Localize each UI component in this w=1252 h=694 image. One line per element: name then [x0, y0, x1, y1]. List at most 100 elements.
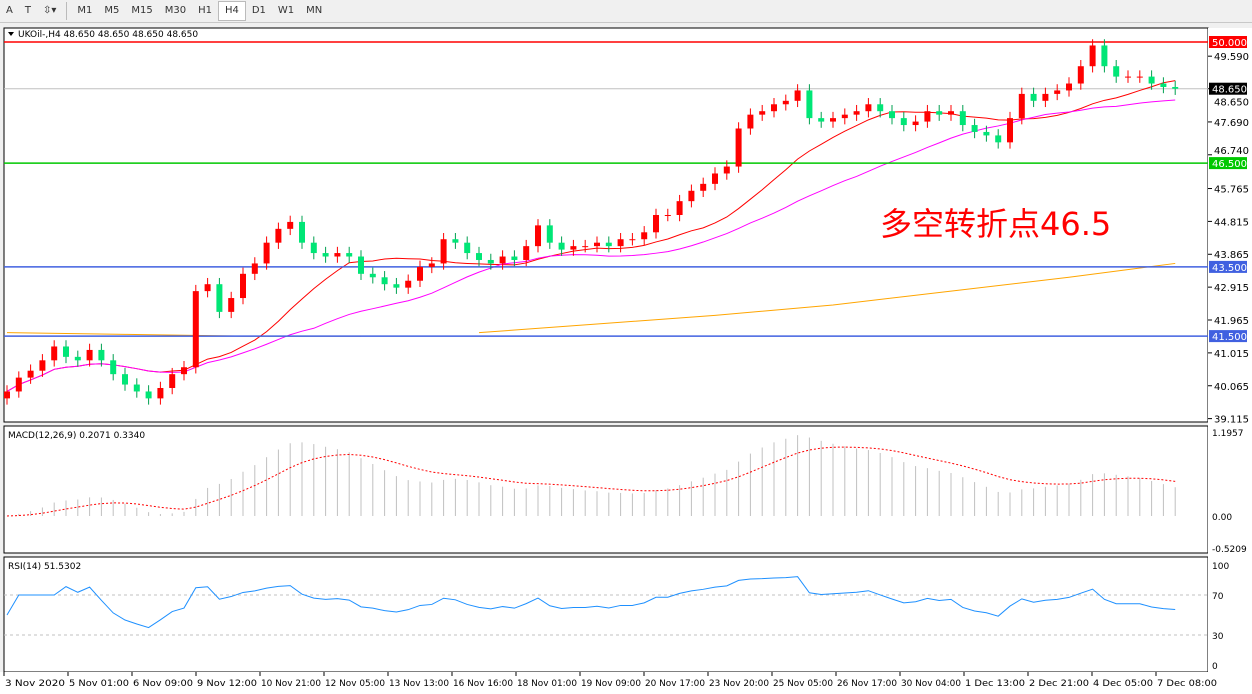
y-tick-label: 41.015 — [1214, 349, 1249, 360]
candle — [605, 242, 612, 247]
candle — [841, 114, 848, 119]
candle — [1101, 45, 1108, 67]
candle — [712, 173, 718, 184]
x-tick-label: 2 Dec 21:00 — [1029, 679, 1089, 689]
candle — [275, 228, 282, 243]
candle — [322, 253, 329, 257]
y-tick-label: 47.690 — [1214, 118, 1249, 129]
slow-ma-line — [478, 262, 1176, 334]
candle — [145, 391, 152, 399]
candle — [1066, 83, 1072, 91]
candle — [1054, 90, 1061, 94]
candle — [74, 356, 81, 361]
candle — [629, 239, 636, 241]
toolbar: A T ⇳▾ M1 M5 M15 M30 H1 H4 D1 W1 MN — [0, 0, 1252, 23]
timeframe-m30[interactable]: M30 — [164, 5, 187, 16]
arrows-dropdown-icon[interactable]: ⇳▾ — [42, 5, 57, 16]
candle — [995, 135, 1002, 143]
candle — [192, 291, 199, 368]
toolbar-divider — [66, 2, 68, 20]
timeframe-h4[interactable]: H4 — [217, 1, 246, 21]
candle — [948, 111, 954, 115]
x-tick-label: 3 Nov 2020 — [5, 679, 65, 689]
candle — [240, 273, 246, 299]
level-label: 50.000 — [1212, 38, 1247, 49]
candle — [358, 256, 364, 274]
rsi-tick-label: 30 — [1212, 632, 1224, 642]
candle — [27, 370, 34, 378]
candle — [122, 374, 128, 385]
candle — [653, 215, 659, 233]
timeframe-h1[interactable]: H1 — [198, 5, 212, 16]
level-badge — [1209, 36, 1247, 48]
candle — [251, 263, 258, 274]
level-badge — [1209, 157, 1247, 170]
y-tick-label: 41.965 — [1214, 316, 1249, 327]
candle — [1030, 93, 1037, 101]
macd-tick-label: 0.00 — [1212, 513, 1232, 523]
x-tick-label: 6 Nov 09:00 — [133, 679, 193, 689]
candle — [1172, 86, 1179, 89]
candle — [535, 225, 541, 247]
candle — [263, 242, 270, 264]
rsi-label: RSI(14) 51.5302 — [8, 562, 81, 572]
x-tick-label: 16 Nov 16:00 — [453, 679, 513, 689]
candle — [759, 111, 766, 115]
x-tick-label: 25 Nov 05:00 — [773, 679, 833, 689]
level-label: 46.500 — [1212, 159, 1247, 170]
text-tool-icon[interactable]: A — [6, 5, 13, 16]
macd-label: MACD(12,26,9) 0.2071 0.3340 — [8, 431, 145, 441]
candle — [936, 111, 943, 115]
timeframe-mn[interactable]: MN — [306, 5, 323, 16]
y-tick-label: 49.590 — [1214, 52, 1249, 63]
candle — [865, 104, 872, 112]
candle — [511, 256, 518, 260]
candle — [1113, 66, 1120, 77]
chart-area[interactable]: 49.590 48.650 47.690 46.740 45.765 44.815 43.8… — [0, 22, 1252, 694]
x-tick-label: 12 Nov 05:00 — [325, 679, 385, 689]
y-tick-label: 42.915 — [1214, 283, 1249, 294]
candle — [98, 349, 105, 361]
annotation-text: 多空转折点46.5 — [880, 205, 1111, 243]
text-label-icon[interactable]: T — [24, 5, 31, 16]
x-tick-label: 19 Nov 09:00 — [581, 679, 641, 689]
candle — [971, 125, 978, 132]
candle — [405, 280, 412, 288]
timeframe-buttons: M1 M5 M15 M30 H1 H4 D1 W1 MN — [71, 1, 328, 21]
x-tick-label: 26 Nov 17:00 — [837, 679, 897, 689]
candle — [1007, 118, 1013, 143]
x-tick-label: 9 Nov 12:00 — [197, 679, 257, 689]
macd-tick-label: 1.1957 — [1212, 429, 1244, 439]
macd-panel — [3, 425, 1209, 554]
level-label: 41.500 — [1212, 332, 1247, 343]
candle — [452, 239, 459, 243]
candle — [110, 360, 117, 375]
candle — [594, 242, 600, 247]
candle — [889, 111, 895, 119]
candle — [570, 246, 577, 250]
candle — [558, 242, 565, 250]
timeframe-d1[interactable]: D1 — [251, 5, 266, 16]
rsi-panel — [3, 556, 1209, 673]
candle — [546, 225, 553, 243]
macd-signal-line — [6, 446, 1176, 517]
candle — [912, 121, 919, 126]
timeframe-w1[interactable]: W1 — [277, 5, 295, 16]
x-tick-label: 30 Nov 04:00 — [901, 679, 961, 689]
candle — [723, 166, 730, 174]
candle — [983, 131, 990, 136]
fast-ma-line — [6, 80, 1176, 392]
timeframe-m1[interactable]: M1 — [77, 5, 93, 16]
candle — [1160, 83, 1167, 87]
level-label: 43.500 — [1212, 263, 1247, 274]
candle — [86, 349, 93, 361]
current-price-badge — [1209, 82, 1247, 95]
candle — [499, 256, 506, 264]
timeframe-m15[interactable]: M15 — [131, 5, 153, 16]
candle — [688, 190, 695, 202]
candle — [181, 367, 187, 375]
rsi-tick-label: 100 — [1212, 562, 1229, 572]
x-tick-label: 7 Dec 08:00 — [1157, 679, 1217, 689]
timeframe-m5[interactable]: M5 — [104, 5, 120, 16]
y-tick-label: 45.765 — [1214, 185, 1249, 196]
